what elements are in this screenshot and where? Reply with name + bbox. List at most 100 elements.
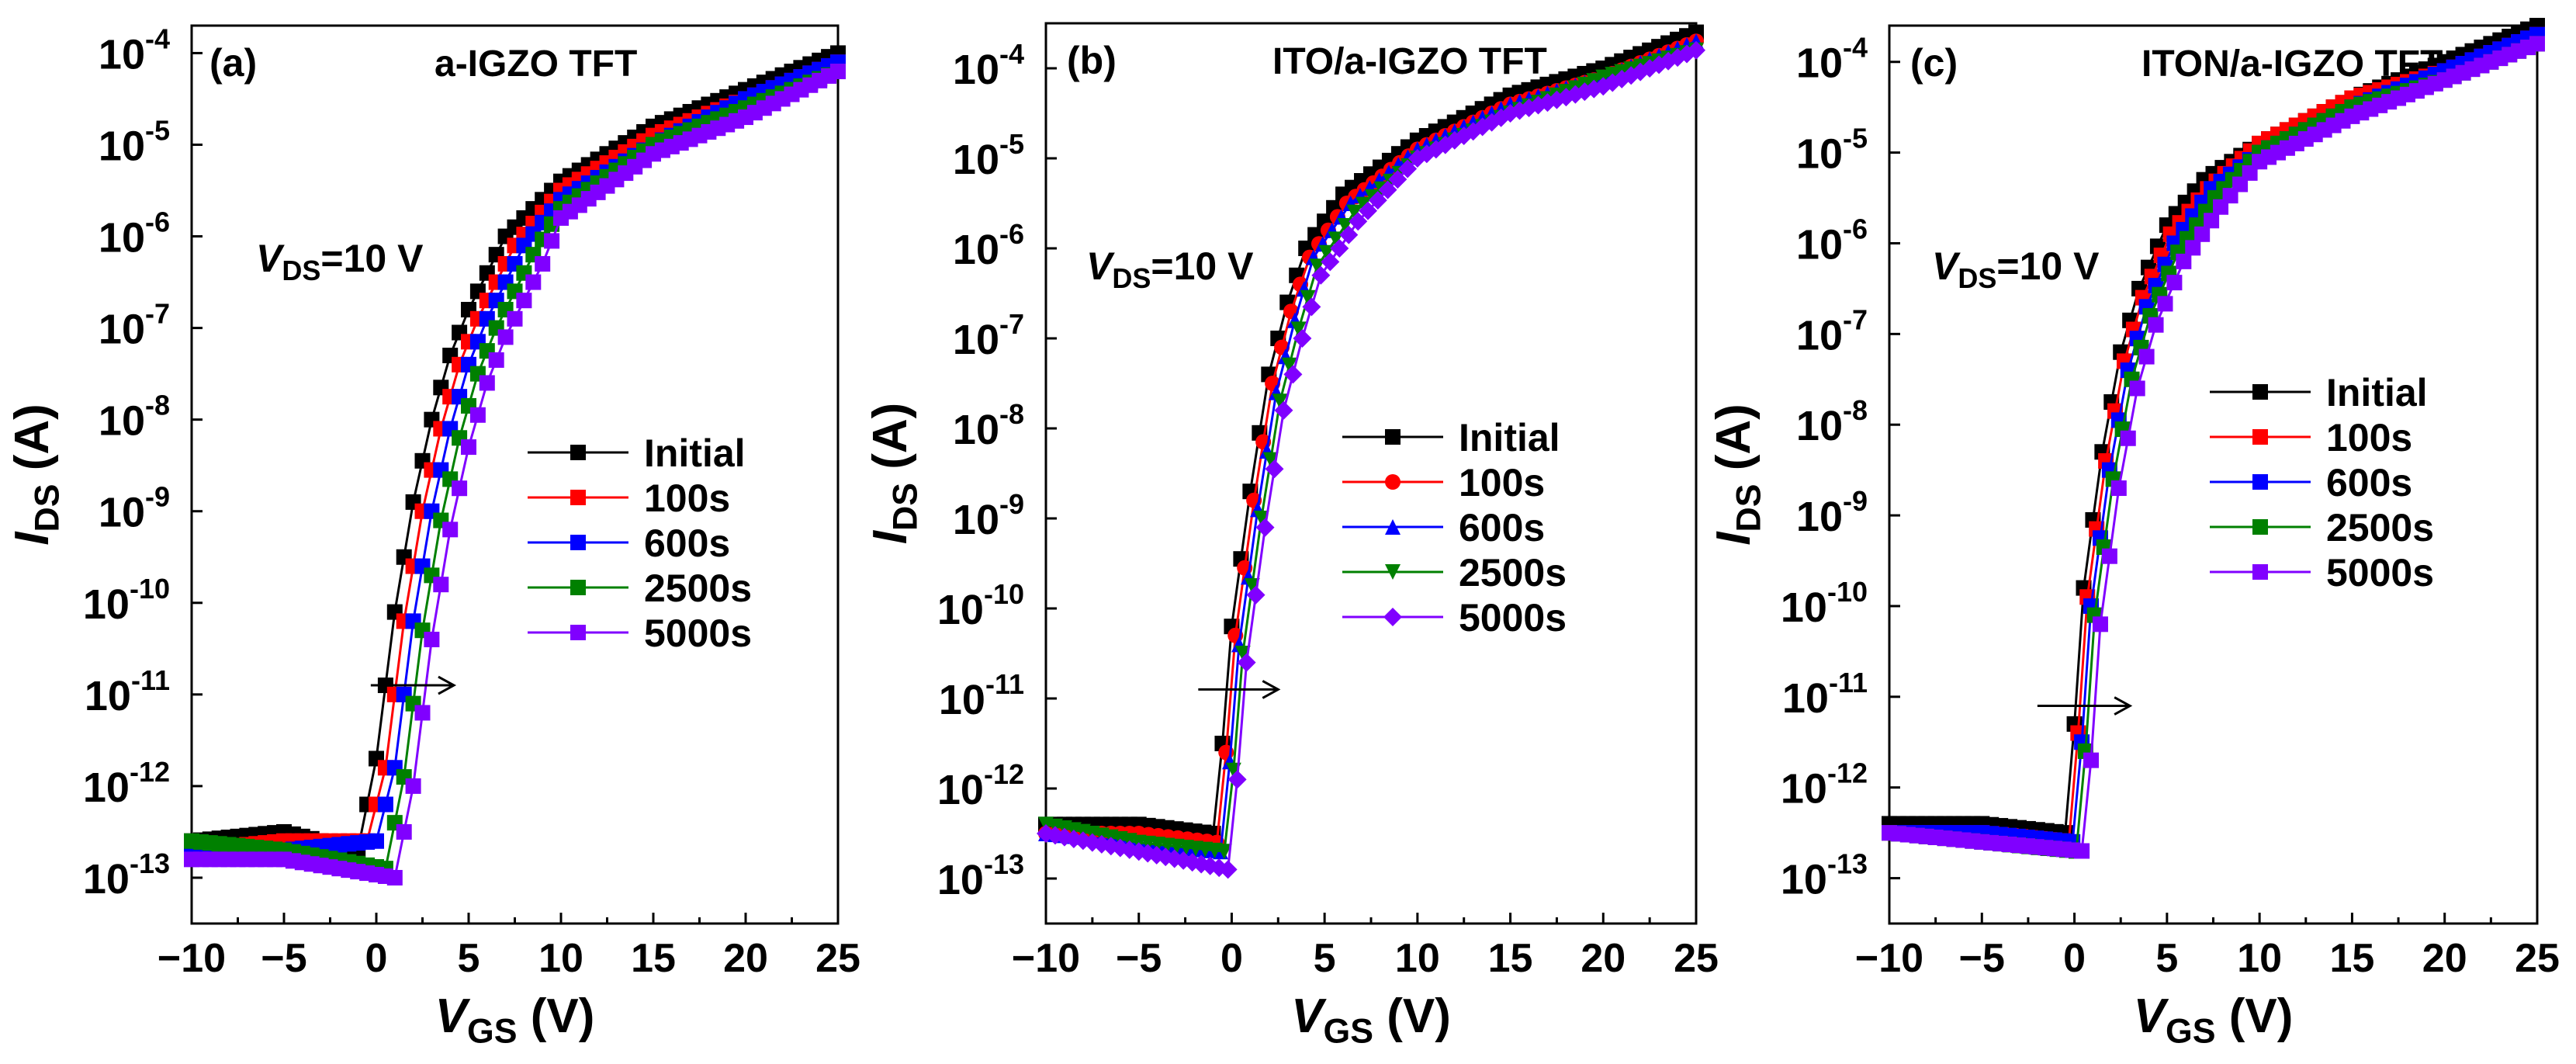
series-100s xyxy=(1038,33,1704,851)
legend-label: Initial xyxy=(1459,416,1560,459)
series-line xyxy=(1889,33,2538,844)
y-axis-label-tail: (A) xyxy=(5,404,59,483)
data-point xyxy=(1246,585,1265,605)
x-axis-label: VGS (V) xyxy=(435,989,595,1051)
x-tick-label: 0 xyxy=(1220,936,1243,981)
panel-2: −10 −5 0 5 10 15 20 2510-410-510-610-710-810-91… xyxy=(864,22,1719,1051)
data-point xyxy=(369,833,384,849)
y-tick-exponent: -10 xyxy=(130,573,170,605)
vds-annotation: VDS=10 V xyxy=(256,237,424,286)
data-point xyxy=(2252,564,2268,580)
y-tick-label: 10-13 xyxy=(83,847,170,903)
legend-item: 2500s xyxy=(2210,506,2434,549)
legend-label: 100s xyxy=(2326,416,2412,459)
y-tick-label: 10-13 xyxy=(1781,848,1868,903)
data-point xyxy=(497,329,514,345)
series-initial xyxy=(184,45,846,858)
y-tick-base: 10 xyxy=(1796,312,1843,359)
series-100s xyxy=(1882,26,2545,850)
legend-item: 100s xyxy=(2210,416,2412,459)
panel-label: (a) xyxy=(209,41,257,85)
x-tick-label: 10 xyxy=(538,936,583,981)
shift-arrow-head xyxy=(2114,696,2133,716)
data-point xyxy=(1290,321,1307,338)
y-tick-base: 10 xyxy=(99,398,145,445)
y-tick-label: 10-7 xyxy=(1796,303,1868,359)
x-tick-label: −10 xyxy=(158,936,226,981)
x-tick-label: 25 xyxy=(1674,936,1719,981)
x-axis-label: VGS (V) xyxy=(1291,989,1451,1051)
y-tick-label: 10-13 xyxy=(937,848,1024,903)
x-tick-label: 20 xyxy=(723,936,768,981)
x-axis-label-sub: GS xyxy=(2166,1013,2215,1051)
data-point xyxy=(1318,244,1335,261)
series-5000s xyxy=(184,64,846,886)
y-tick-label: 10-12 xyxy=(83,756,170,811)
data-point xyxy=(1398,159,1418,178)
data-point xyxy=(2110,480,2127,497)
data-point xyxy=(1383,608,1402,626)
data-point xyxy=(1346,204,1362,220)
y-tick-base: 10 xyxy=(1796,494,1843,540)
data-point xyxy=(2194,226,2211,242)
y-tick-label: 10-6 xyxy=(953,218,1024,273)
y-tick-base: 10 xyxy=(99,31,145,78)
series-5000s xyxy=(1882,36,2545,859)
shift-arrow-head xyxy=(1262,680,1281,699)
x-axis-label-tail: (V) xyxy=(1373,989,1451,1043)
y-tick-base: 10 xyxy=(99,215,145,262)
vds-annotation-sub: DS xyxy=(1112,262,1151,294)
x-axis-label-base: V xyxy=(1291,989,1327,1043)
data-point xyxy=(1349,212,1368,231)
y-tick-exponent: -11 xyxy=(985,668,1024,700)
series-initial xyxy=(1038,24,1704,841)
y-tick-base: 10 xyxy=(953,497,999,543)
y-tick-exponent: -7 xyxy=(145,298,170,330)
series-line xyxy=(1046,31,1697,835)
legend-item: 5000s xyxy=(2210,551,2434,594)
legend-label: 5000s xyxy=(2326,551,2434,594)
legend-item: 100s xyxy=(528,477,730,520)
x-tick-label: 0 xyxy=(365,936,388,981)
data-point xyxy=(1265,459,1284,479)
vds-annotation: VDS=10 V xyxy=(1932,244,2100,294)
y-tick-exponent: -4 xyxy=(1843,32,1868,64)
data-point xyxy=(570,625,586,640)
y-tick-exponent: -13 xyxy=(1827,848,1868,880)
y-tick-label: 10-8 xyxy=(953,398,1024,453)
data-point xyxy=(516,293,532,309)
data-point xyxy=(2092,616,2108,633)
vds-annotation-base: V xyxy=(256,237,285,280)
y-tick-label: 10-8 xyxy=(99,390,170,445)
y-tick-exponent: -8 xyxy=(1843,394,1868,426)
y-tick-base: 10 xyxy=(1781,584,1827,631)
series-initial xyxy=(1882,18,2545,841)
data-point xyxy=(507,310,523,327)
y-tick-exponent: -9 xyxy=(145,481,170,513)
data-point xyxy=(1244,578,1260,594)
x-axis-label-base: V xyxy=(435,989,471,1043)
y-tick-label: 10-10 xyxy=(1781,576,1868,631)
data-point xyxy=(386,869,403,886)
x-axis-label-tail: (V) xyxy=(2215,989,2293,1043)
data-point xyxy=(2252,429,2268,445)
y-tick-base: 10 xyxy=(1796,221,1843,268)
data-point xyxy=(830,64,846,80)
data-point xyxy=(2120,430,2136,446)
series-600s xyxy=(1038,33,1704,860)
y-tick-exponent: -11 xyxy=(131,664,170,696)
data-point xyxy=(1330,239,1349,258)
x-tick-label: 0 xyxy=(2063,936,2086,981)
x-tick-label: 5 xyxy=(458,936,480,981)
y-tick-label: 10-6 xyxy=(1796,213,1868,268)
data-point xyxy=(1237,653,1256,672)
data-point xyxy=(1283,365,1303,384)
data-point xyxy=(2185,240,2201,256)
data-point xyxy=(433,577,449,593)
x-tick-label: 25 xyxy=(815,936,860,981)
y-tick-label: 10-12 xyxy=(937,758,1024,813)
y-tick-base: 10 xyxy=(1796,403,1843,449)
data-point xyxy=(479,375,495,391)
